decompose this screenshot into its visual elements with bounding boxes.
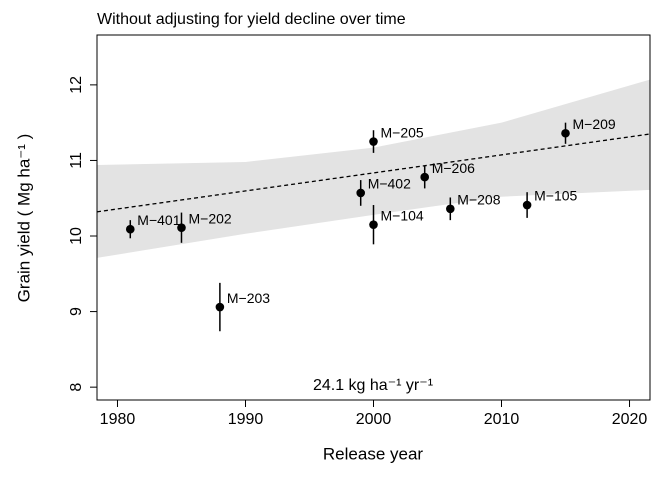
point <box>215 302 225 312</box>
x-axis-label: Release year <box>323 444 424 463</box>
annotation: 24.1 kg ha⁻¹ yr⁻¹ <box>313 377 433 394</box>
point-label: M−203 <box>227 290 270 306</box>
y-axis-label: Grain yield ( Mg ha⁻¹ ) <box>14 134 33 303</box>
point-label: M−205 <box>381 124 424 140</box>
y-tick-label: 9 <box>68 307 85 316</box>
point-label: M−208 <box>457 192 500 208</box>
point <box>356 188 365 198</box>
point <box>561 128 570 138</box>
point <box>369 137 378 146</box>
point-label: M−402 <box>368 176 411 192</box>
point <box>177 223 186 233</box>
y-tick-label: 10 <box>68 227 85 245</box>
y-tick-label: 8 <box>68 383 85 392</box>
point-label: M−105 <box>534 188 577 204</box>
plot-frame <box>96 34 651 401</box>
x-tick-label: 1980 <box>100 411 136 428</box>
x-tick-label: 2020 <box>612 411 648 428</box>
x-tick-label: 2000 <box>356 411 392 428</box>
point-label: M−401 <box>137 212 180 228</box>
point <box>369 220 378 229</box>
confidence-band <box>97 79 650 258</box>
point <box>522 200 532 210</box>
point-label: M−209 <box>573 116 616 132</box>
x-tick-label: 1990 <box>228 411 264 428</box>
y-tick-label: 11 <box>68 152 85 169</box>
x-tick-label: 2010 <box>484 411 520 428</box>
y-tick-label: 12 <box>68 76 85 94</box>
chart-title: Without adjusting for yield decline over… <box>97 11 406 28</box>
point <box>420 172 430 182</box>
point-label: M−104 <box>381 207 424 223</box>
point-label: M−202 <box>188 210 231 226</box>
point <box>125 224 135 234</box>
point <box>446 204 455 214</box>
trend-line <box>96 133 651 213</box>
point-label: M−206 <box>432 160 475 176</box>
